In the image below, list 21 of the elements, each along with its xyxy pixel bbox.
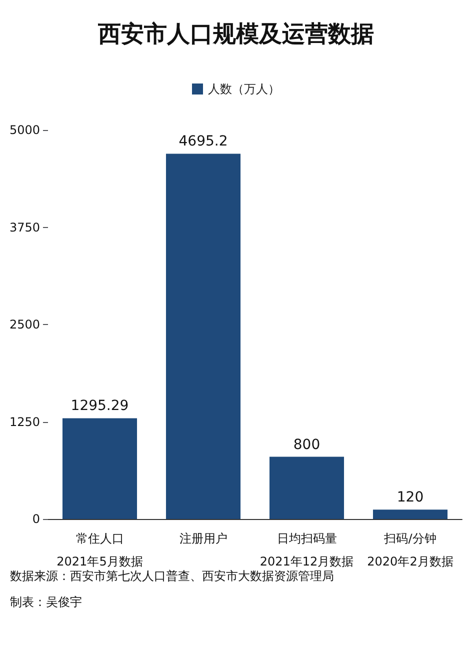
x-tick-label: 常住人口 2021年5月数据	[56, 532, 143, 568]
y-tick-label: 5000	[9, 123, 40, 137]
legend-label: 人数（万人）	[208, 82, 280, 96]
text: 制表：吴俊宇	[10, 595, 82, 609]
y-tick-label: 1250	[9, 414, 40, 429]
data-label: 800	[293, 436, 320, 453]
source-note: 数据来源：西安市第七次人口普查、西安市大数据资源管理局	[10, 569, 334, 583]
x-tick-label: 扫码/分钟 2020年2月数据	[367, 532, 454, 568]
bar	[372, 510, 448, 519]
chart-title: 西安市人口规模及运营数据	[97, 20, 374, 48]
y-tick-label: 2500	[9, 318, 40, 332]
y-tick-label: 3750	[9, 220, 40, 234]
bar	[62, 418, 138, 519]
x-tick-label: 日均扫码量 2021年12月数据	[260, 532, 354, 568]
y-tick-label: 0	[32, 512, 40, 526]
bar	[269, 456, 344, 519]
data-label: 1295.29	[70, 398, 129, 414]
data-label: 120	[396, 490, 424, 506]
bar	[166, 154, 241, 519]
x-tick-label: 注册用户	[179, 532, 228, 546]
data-label: 4695.2	[178, 134, 228, 150]
